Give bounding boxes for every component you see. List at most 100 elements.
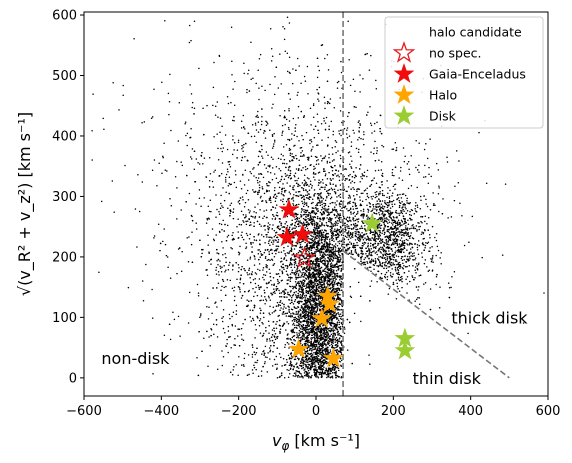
scatter-point (269, 340, 271, 342)
scatter-point (309, 276, 312, 279)
scatter-point (290, 316, 292, 318)
scatter-point (277, 305, 280, 307)
scatter-point (213, 171, 215, 173)
scatter-point (266, 371, 269, 373)
scatter-point (315, 287, 318, 290)
scatter-point (432, 192, 434, 194)
scatter-point (260, 286, 262, 289)
scatter-point (326, 311, 328, 314)
scatter-point (311, 316, 314, 319)
scatter-point (231, 323, 233, 326)
scatter-point (221, 162, 224, 164)
scatter-point (309, 262, 312, 264)
scatter-point (263, 210, 265, 212)
scatter-point (261, 353, 263, 355)
scatter-point (298, 290, 301, 293)
scatter-point (433, 203, 435, 205)
scatter-point (275, 252, 277, 255)
scatter-point (329, 349, 332, 351)
scatter-point (239, 278, 242, 281)
scatter-point (324, 273, 326, 275)
scatter-point (327, 334, 330, 336)
scatter-point (332, 130, 335, 133)
scatter-point (352, 195, 355, 197)
scatter-point (274, 218, 276, 221)
scatter-point (286, 174, 288, 176)
scatter-point (338, 229, 341, 231)
scatter-point (281, 226, 283, 228)
scatter-point (358, 131, 360, 133)
scatter-point (297, 376, 299, 378)
scatter-point (329, 372, 331, 374)
scatter-point (252, 77, 254, 80)
scatter-point (347, 225, 350, 227)
scatter-point (413, 255, 415, 257)
scatter-point (299, 184, 301, 187)
scatter-point (333, 214, 336, 216)
scatter-point (292, 335, 295, 338)
scatter-point (288, 108, 290, 110)
scatter-point (313, 225, 316, 227)
scatter-point (321, 370, 324, 372)
scatter-point (320, 208, 323, 211)
scatter-point (335, 350, 337, 352)
scatter-point (336, 263, 338, 266)
scatter-point (315, 345, 317, 347)
scatter-point (308, 312, 310, 314)
scatter-point (279, 300, 282, 302)
scatter-point (342, 215, 345, 218)
scatter-point (333, 289, 335, 291)
scatter-point (311, 241, 313, 244)
scatter-point (314, 312, 316, 314)
scatter-point (325, 267, 327, 270)
scatter-point (300, 241, 302, 244)
scatter-point (313, 294, 315, 297)
scatter-point (328, 330, 331, 332)
scatter-point (329, 263, 332, 265)
scatter-point (266, 184, 269, 187)
scatter-point (311, 231, 314, 234)
scatter-point (317, 355, 320, 357)
scatter-point (300, 309, 302, 312)
scatter-point (218, 210, 220, 213)
scatter-point (326, 195, 328, 198)
scatter-point (268, 338, 271, 340)
scatter-point (328, 255, 331, 258)
scatter-point (301, 258, 303, 261)
scatter-point (329, 278, 332, 280)
scatter-point (326, 274, 328, 276)
scatter-point (401, 286, 403, 289)
scatter-point (333, 106, 336, 109)
scatter-point (222, 280, 225, 283)
scatter-point (176, 218, 178, 220)
scatter-point (305, 354, 308, 356)
scatter-point (215, 266, 218, 269)
scatter-point (295, 319, 298, 322)
scatter-point (335, 204, 337, 206)
scatter-point (304, 359, 307, 361)
scatter-point (262, 217, 264, 220)
scatter-point (350, 182, 352, 184)
scatter-point (323, 280, 326, 282)
scatter-point (268, 347, 271, 349)
scatter-point (254, 361, 256, 364)
scatter-point (226, 279, 229, 281)
scatter-point (318, 258, 320, 260)
scatter-point (280, 356, 282, 359)
scatter-point (321, 201, 323, 203)
scatter-point (269, 83, 271, 86)
scatter-point (353, 132, 355, 134)
scatter-point (302, 221, 305, 223)
scatter-point (316, 270, 318, 273)
scatter-point (331, 288, 334, 291)
scatter-point (335, 209, 338, 212)
scatter-point (304, 181, 307, 183)
scatter-point (251, 356, 254, 358)
scatter-point (294, 224, 296, 227)
scatter-point (315, 360, 318, 363)
scatter-point (310, 314, 312, 316)
scatter-point (312, 301, 315, 303)
scatter-point (291, 341, 293, 344)
scatter-point (300, 291, 302, 293)
scatter-point (324, 247, 326, 249)
